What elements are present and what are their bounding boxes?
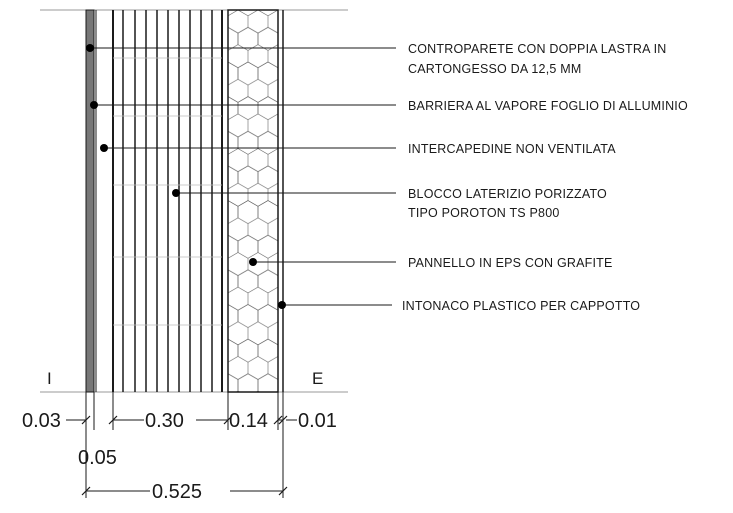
plasterboard-layer	[85, 9, 95, 393]
leader-dots	[86, 44, 286, 309]
label-eps-panel: PANNELLO IN EPS CON GRAFITE	[408, 256, 613, 270]
label-controparete-line1: CONTROPARETE CON DOPPIA LASTRA IN	[408, 42, 667, 56]
label-brick-block-line1: BLOCCO LATERIZIO PORIZZATO	[408, 187, 607, 201]
eps-panel-layer	[227, 9, 279, 393]
dim-interior-plaster: 0.03	[22, 410, 61, 432]
label-controparete-line2: CARTONGESSO DA 12,5 MM	[408, 62, 581, 76]
label-brick-block-line2: TIPO POROTON TS P800	[408, 206, 560, 220]
dim-brick-block: 0.30	[145, 410, 184, 432]
brick-block-layer	[112, 10, 223, 392]
dim-total: 0.525	[152, 481, 202, 503]
label-exterior-plaster: INTONACO PLASTICO PER CAPPOTTO	[402, 299, 640, 313]
label-air-gap: INTERCAPEDINE NON VENTILATA	[408, 142, 616, 156]
dim-exterior-plaster: 0.01	[298, 410, 337, 432]
label-vapor-barrier: BARRIERA AL VAPORE FOGLIO DI ALLUMINIO	[408, 99, 688, 113]
exterior-side-label: E	[312, 369, 323, 388]
dim-air-gap: 0.05	[78, 447, 117, 469]
dimension-ticks	[81, 415, 288, 496]
dimension-lines	[66, 392, 284, 498]
interior-side-label: I	[47, 369, 52, 388]
leader-lines	[90, 47, 396, 306]
dim-eps-panel: 0.14	[229, 410, 268, 432]
